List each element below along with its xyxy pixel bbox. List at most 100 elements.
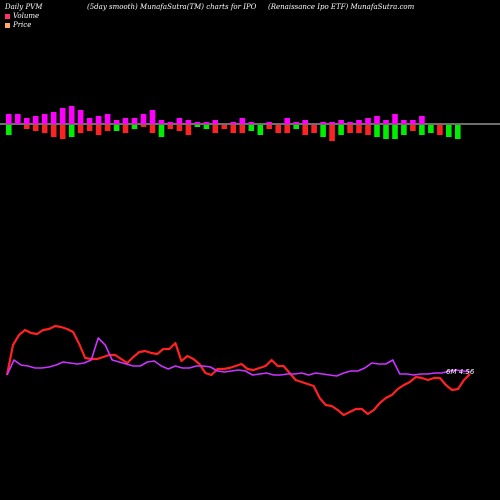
volume-bar-positive (15, 114, 21, 124)
volume-bar-positive (374, 116, 380, 124)
volume-bar-negative (419, 125, 425, 135)
legend-price-swatch (5, 22, 10, 28)
volume-bar-negative (401, 125, 407, 135)
price-line (5, 324, 471, 417)
volume-bar-negative (311, 125, 317, 133)
volume-bar-positive (158, 120, 165, 124)
volume-bar-positive (302, 120, 308, 124)
volume-bar-positive (68, 106, 75, 124)
volume-bar-negative (59, 125, 66, 139)
volume-bar-negative (410, 125, 416, 131)
volume-bar-negative (374, 125, 380, 137)
chart-header-right: (Renaissance Ipo ETF) MunafaSutra.com (268, 3, 415, 11)
volume-bar-negative (68, 125, 75, 137)
volume-bar-positive (338, 120, 344, 124)
legend-volume-swatch (5, 13, 10, 19)
volume-bar-negative (86, 125, 93, 131)
volume-bar-negative (284, 125, 290, 133)
volume-bar-positive (203, 122, 210, 124)
volume-bar-negative (77, 125, 84, 133)
volume-bar-positive (6, 114, 12, 124)
legend-price: Price (5, 21, 31, 29)
volume-bar-positive (167, 122, 174, 124)
volume-bar-negative (302, 125, 308, 135)
volume-bar-positive (239, 118, 246, 124)
volume-bar-negative (176, 125, 183, 131)
volume-bars (6, 106, 461, 141)
volume-bar-positive (293, 122, 299, 124)
volume-bar-positive (59, 108, 66, 124)
volume-bar-positive (24, 118, 30, 124)
volume-bar-negative (95, 125, 102, 135)
volume-bar-positive (194, 122, 201, 124)
volume-bar-negative (158, 125, 165, 137)
volume-bar-negative (275, 125, 281, 133)
volume-bar-positive (41, 114, 48, 124)
volume-bar-positive (365, 118, 371, 124)
volume-bar-negative (6, 125, 12, 135)
volume-bar-positive (149, 110, 156, 124)
volume-bar-positive (347, 122, 353, 124)
volume-bar-negative (356, 125, 362, 133)
volume-bar-positive (401, 120, 407, 124)
volume-bar-positive (212, 120, 219, 124)
volume-bar-negative (455, 125, 461, 139)
ma-line (6, 337, 471, 377)
volume-bar-positive (230, 122, 237, 124)
volume-bar-negative (149, 125, 156, 133)
volume-bar-negative (365, 125, 371, 135)
volume-bar-negative (167, 125, 174, 129)
volume-bar-positive (32, 116, 39, 124)
volume-bar-positive (86, 118, 93, 124)
chart-header-middle: (5day smooth) MunafaSutra(TM) charts for… (87, 3, 257, 11)
volume-bar-negative (428, 125, 434, 133)
volume-bar-negative (113, 125, 120, 131)
volume-bar-positive (122, 118, 129, 124)
volume-bar-negative (32, 125, 39, 131)
volume-bar-positive (284, 118, 290, 124)
volume-bar-negative (239, 125, 246, 133)
volume-bar-negative (248, 125, 255, 131)
volume-bar-positive (140, 114, 147, 124)
volume-bar-negative (24, 125, 30, 129)
volume-bar-negative (329, 125, 335, 141)
volume-bar-positive (131, 118, 138, 124)
volume-bar-positive (113, 120, 120, 124)
volume-bar-negative (50, 125, 57, 137)
volume-bar-positive (77, 110, 84, 124)
volume-bar-positive (50, 112, 57, 124)
volume-bar-negative (41, 125, 48, 133)
chart-header-left: Daily PVM (5, 3, 43, 11)
volume-bar-negative (104, 125, 111, 131)
volume-bar-negative (437, 125, 443, 135)
price-lines (5, 324, 471, 417)
volume-bar-positive (104, 114, 111, 124)
volume-bar-negative (140, 125, 147, 127)
volume-bar-positive (329, 122, 335, 124)
volume-bar-negative (194, 125, 201, 127)
volume-bar-negative (122, 125, 129, 133)
volume-bar-negative (131, 125, 138, 129)
volume-bar-negative (257, 125, 264, 135)
volume-bar-negative (212, 125, 219, 133)
legend-volume: Volume (5, 12, 39, 20)
volume-bar-positive (383, 120, 389, 124)
end-label: 6M 4.56 (446, 368, 475, 376)
volume-bar-negative (347, 125, 353, 133)
volume-bar-negative (266, 125, 272, 129)
volume-bar-positive (248, 122, 255, 124)
volume-bar-negative (392, 125, 398, 139)
volume-bar-positive (410, 120, 416, 124)
volume-bar-negative (230, 125, 237, 133)
volume-bar-positive (95, 116, 102, 124)
volume-bar-negative (446, 125, 452, 137)
volume-bar-positive (176, 118, 183, 124)
volume-bar-positive (185, 120, 192, 124)
volume-bar-negative (320, 125, 326, 137)
volume-bar-negative (185, 125, 192, 135)
volume-bar-negative (338, 125, 344, 135)
volume-bar-positive (320, 122, 326, 124)
legend-price-label: Price (13, 21, 32, 29)
volume-bar-positive (266, 122, 272, 124)
legend-volume-label: Volume (13, 12, 40, 20)
